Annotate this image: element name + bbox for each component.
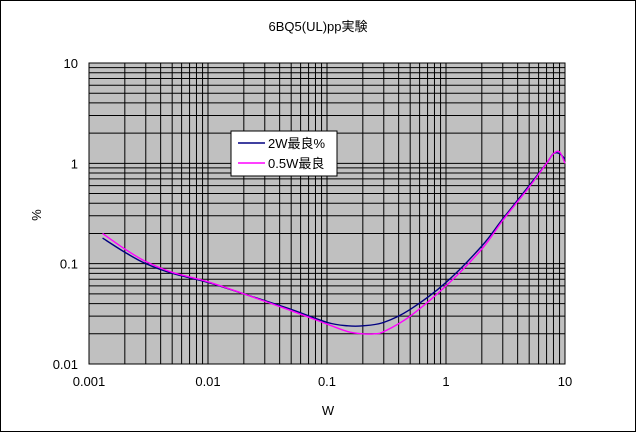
- plot-area: 0.001 0.01 0.1 1 10 0.01 0.1 1 10: [53, 56, 573, 389]
- chart-title: 6BQ5(UL)pp実験: [269, 19, 368, 34]
- y-tick-label: 0.1: [60, 257, 78, 272]
- y-tick-label: 0.01: [53, 357, 78, 372]
- x-axis-label: W: [322, 403, 335, 418]
- x-tick-label: 1: [442, 374, 449, 389]
- y-tick-label: 1: [71, 156, 78, 171]
- x-tick-label: 0.01: [195, 374, 220, 389]
- x-tick-label: 10: [558, 374, 572, 389]
- series-line-2: [102, 150, 566, 335]
- plot-border: [88, 62, 566, 365]
- x-tick-label: 0.1: [318, 374, 336, 389]
- legend-label-1: 2W最良%: [268, 136, 326, 151]
- y-tick-label: 10: [64, 56, 78, 71]
- legend-label-2: 0.5W最良: [268, 156, 324, 171]
- legend-box: [230, 130, 338, 177]
- legend: 2W最良% 0.5W最良: [230, 130, 338, 177]
- y-axis-label: %: [29, 209, 44, 221]
- x-tick-label: 0.001: [73, 374, 106, 389]
